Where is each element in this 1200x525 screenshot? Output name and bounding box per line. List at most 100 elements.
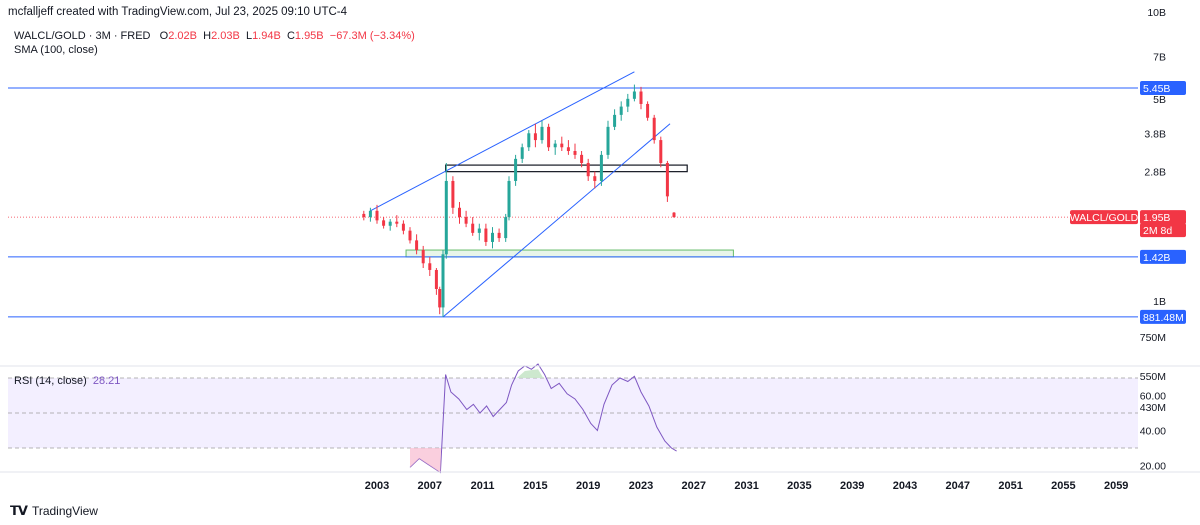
candle-body — [438, 288, 442, 308]
candle-body — [388, 221, 392, 226]
x-tick-label: 2039 — [840, 480, 864, 492]
upper-level-tag-text: 5.45B — [1143, 83, 1170, 95]
last-price-tag: 1.95B — [1140, 210, 1186, 225]
candle-body — [553, 143, 557, 148]
candle — [477, 223, 481, 241]
candle-body — [586, 162, 590, 177]
candle — [626, 93, 630, 113]
candle-body — [491, 232, 494, 242]
candle — [613, 109, 617, 131]
candle-body — [421, 250, 425, 264]
last-price-tag-bg — [1140, 210, 1186, 225]
x-tick-label: 2035 — [787, 480, 811, 492]
last-price-tag-text: 1.95B — [1143, 212, 1170, 224]
countdown-tag: 2M 8d — [1140, 223, 1186, 238]
candle — [652, 114, 656, 144]
candle — [514, 154, 518, 186]
candle-body — [477, 228, 481, 233]
candle-body — [451, 180, 455, 208]
candle-body — [464, 217, 468, 224]
candle — [646, 101, 650, 121]
rsi-label: RSI (14, close) — [14, 375, 87, 387]
candle-body — [659, 140, 663, 163]
y-tick-label: 430M — [1140, 402, 1166, 414]
candle — [547, 123, 551, 152]
y-tick-label: 5B — [1153, 94, 1166, 106]
candle — [573, 143, 577, 159]
rsi-tick-label: 40.00 — [1140, 426, 1166, 438]
x-tick-label: 2047 — [946, 480, 970, 492]
candle-body — [434, 269, 438, 289]
candle — [659, 136, 663, 168]
candle — [428, 256, 432, 276]
x-tick-label: 2023 — [629, 480, 653, 492]
candle — [421, 245, 425, 269]
candle — [560, 136, 564, 152]
rsi-line — [409, 363, 677, 474]
support-zone-box — [405, 249, 734, 258]
candle-body — [382, 220, 386, 226]
candle-body — [471, 223, 475, 233]
candle-body — [458, 207, 461, 218]
x-tick-label: 2027 — [682, 480, 706, 492]
y-tick-label: 3.8B — [1144, 128, 1166, 140]
candle — [484, 223, 488, 246]
candle-body — [514, 158, 518, 181]
candle-body — [520, 147, 524, 159]
y-tick-label: 2.8B — [1144, 167, 1166, 179]
candle-body — [368, 210, 372, 218]
mid-level-tag: 1.42B — [1140, 249, 1186, 264]
rsi-overbought-fill — [516, 369, 544, 378]
price-pane[interactable] — [8, 71, 1138, 318]
close-label: C — [286, 30, 295, 42]
candle-body — [408, 230, 412, 241]
candle — [566, 140, 570, 155]
candle-body — [639, 91, 643, 104]
candle — [395, 215, 399, 228]
resistance-box — [445, 164, 688, 173]
x-tick-label: 2011 — [471, 480, 495, 492]
upper-level-tag: 5.45B — [1140, 81, 1186, 95]
symbol-legend[interactable]: WALCL/GOLD · 3M · FRED O2.02B H2.03B L1.… — [14, 30, 415, 42]
candle — [665, 160, 669, 202]
tradingview-logo-icon: 𝗧𝗩 — [10, 503, 28, 518]
candle — [444, 162, 448, 259]
symbol-tag-text: WALCL/GOLD — [1070, 212, 1139, 224]
countdown-tag-text: 2M 8d — [1143, 225, 1172, 237]
candle — [415, 234, 419, 255]
candle-body — [652, 117, 656, 141]
candle — [632, 84, 636, 102]
candle-body — [395, 221, 399, 224]
rsi-pane[interactable] — [8, 363, 1138, 474]
candle-body — [619, 106, 623, 115]
candle — [580, 151, 584, 168]
sma-legend[interactable]: SMA (100, close) — [14, 44, 98, 56]
candle — [497, 228, 501, 242]
open-label: O — [159, 30, 169, 42]
candle-body — [672, 212, 676, 218]
candle — [382, 217, 386, 229]
candle — [672, 212, 676, 218]
candle-body — [401, 223, 405, 231]
candle — [408, 227, 412, 244]
tradingview-brand[interactable]: 𝗧𝗩 TradingView — [10, 503, 98, 519]
candle-body — [497, 232, 501, 239]
candle-body — [484, 228, 488, 242]
candle-body — [540, 126, 544, 141]
y-tick-label: 7B — [1153, 52, 1166, 64]
low-label: L — [245, 30, 253, 42]
candle-body — [527, 133, 531, 148]
x-tick-label: 2003 — [365, 480, 389, 492]
x-tick-label: 2043 — [893, 480, 917, 492]
rsi-legend[interactable]: RSI (14, close) 28.21 — [14, 375, 120, 387]
symbol-name: WALCL/GOLD · 3M · FRED — [14, 30, 151, 42]
candle — [451, 176, 455, 214]
candle-body — [504, 217, 508, 239]
candle — [504, 213, 508, 242]
change-value: −67.3M (−3.34%) — [329, 30, 415, 42]
x-tick-label: 2051 — [998, 480, 1022, 492]
candle-body — [362, 213, 366, 218]
candle — [401, 220, 405, 235]
candle-body — [606, 126, 610, 155]
